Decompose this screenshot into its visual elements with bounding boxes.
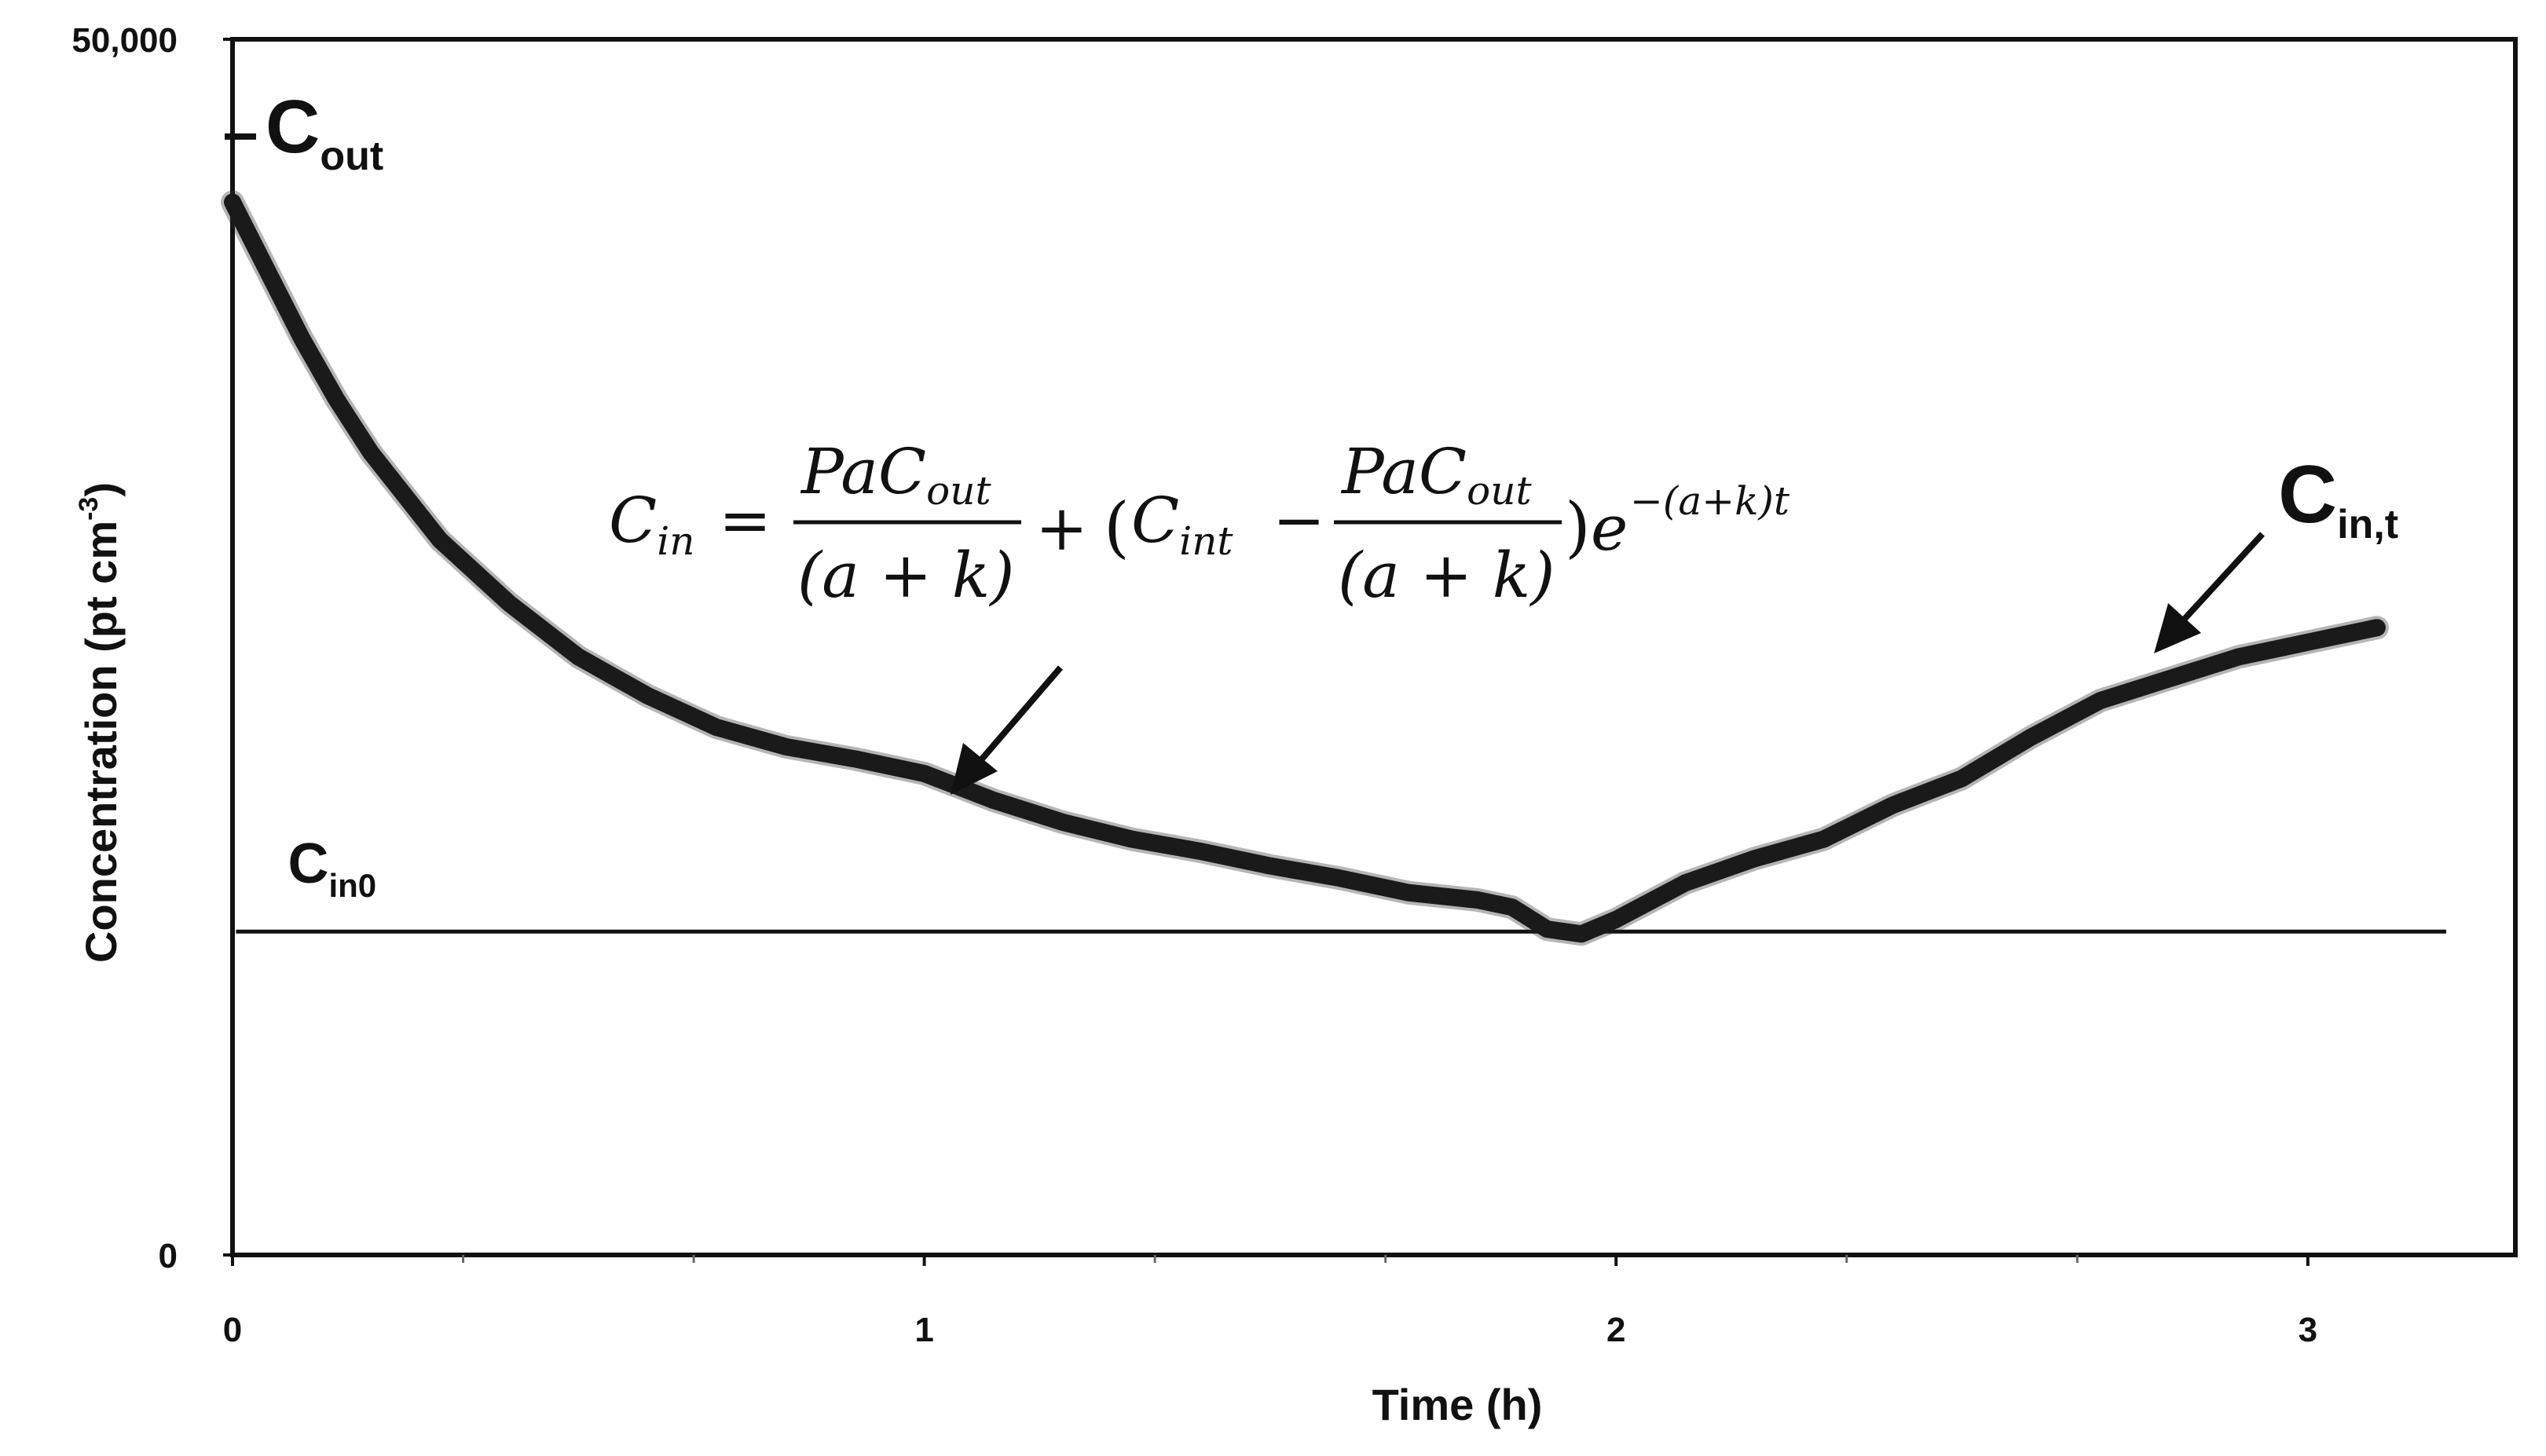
series-line-cin (224, 193, 2386, 943)
x-tick-label-2: 2 (1606, 1311, 1625, 1349)
x-tick-label-1: 1 (914, 1311, 933, 1349)
eq-frac2-num: PaCout (1340, 435, 1532, 514)
plot-frame (230, 37, 2518, 1257)
eq-frac1-num: PaCout (800, 435, 991, 514)
cin-t-label: Cin,t (2278, 449, 2398, 547)
series-line-cin-texture (221, 190, 2389, 946)
cin-t-arrow (2154, 532, 2265, 653)
eq-paren-open: ( (1104, 488, 1130, 565)
eq-exp-base: e (1591, 492, 1628, 565)
x-axis-ticks: 0 1 2 3 (223, 1255, 2317, 1349)
y-tick-label-0: 0 (159, 1237, 178, 1275)
y-axis-ticks: 0 50,000 (71, 21, 233, 1275)
eq-equals: = (719, 484, 771, 557)
eq-paren-close: ) (1565, 488, 1591, 565)
eq-lhs: Cin (609, 484, 694, 564)
y-tick-label-1: 50,000 (71, 21, 178, 60)
eq-cint: Cint (1131, 484, 1233, 564)
eq-plus: + (1035, 492, 1088, 565)
x-tick-label-3: 3 (2299, 1311, 2317, 1349)
model-equation: Cin = PaCout (a + k) + ( Cint − PaCout (… (609, 435, 1790, 612)
x-tick-label-0: 0 (223, 1311, 242, 1349)
cout-label: Cout (266, 85, 383, 179)
eq-minus: − (1273, 484, 1325, 557)
eq-frac1-den: (a + k) (797, 539, 1014, 612)
equation-arrow (951, 665, 1064, 795)
eq-exponent: −(a+k)t (1630, 478, 1790, 524)
x-axis-title: Time (h) (1372, 1380, 1543, 1429)
y-axis-title: Concentration (pt cm-3) (74, 482, 126, 963)
cin0-label: Cin0 (288, 832, 376, 904)
eq-frac2-den: (a + k) (1338, 539, 1555, 612)
